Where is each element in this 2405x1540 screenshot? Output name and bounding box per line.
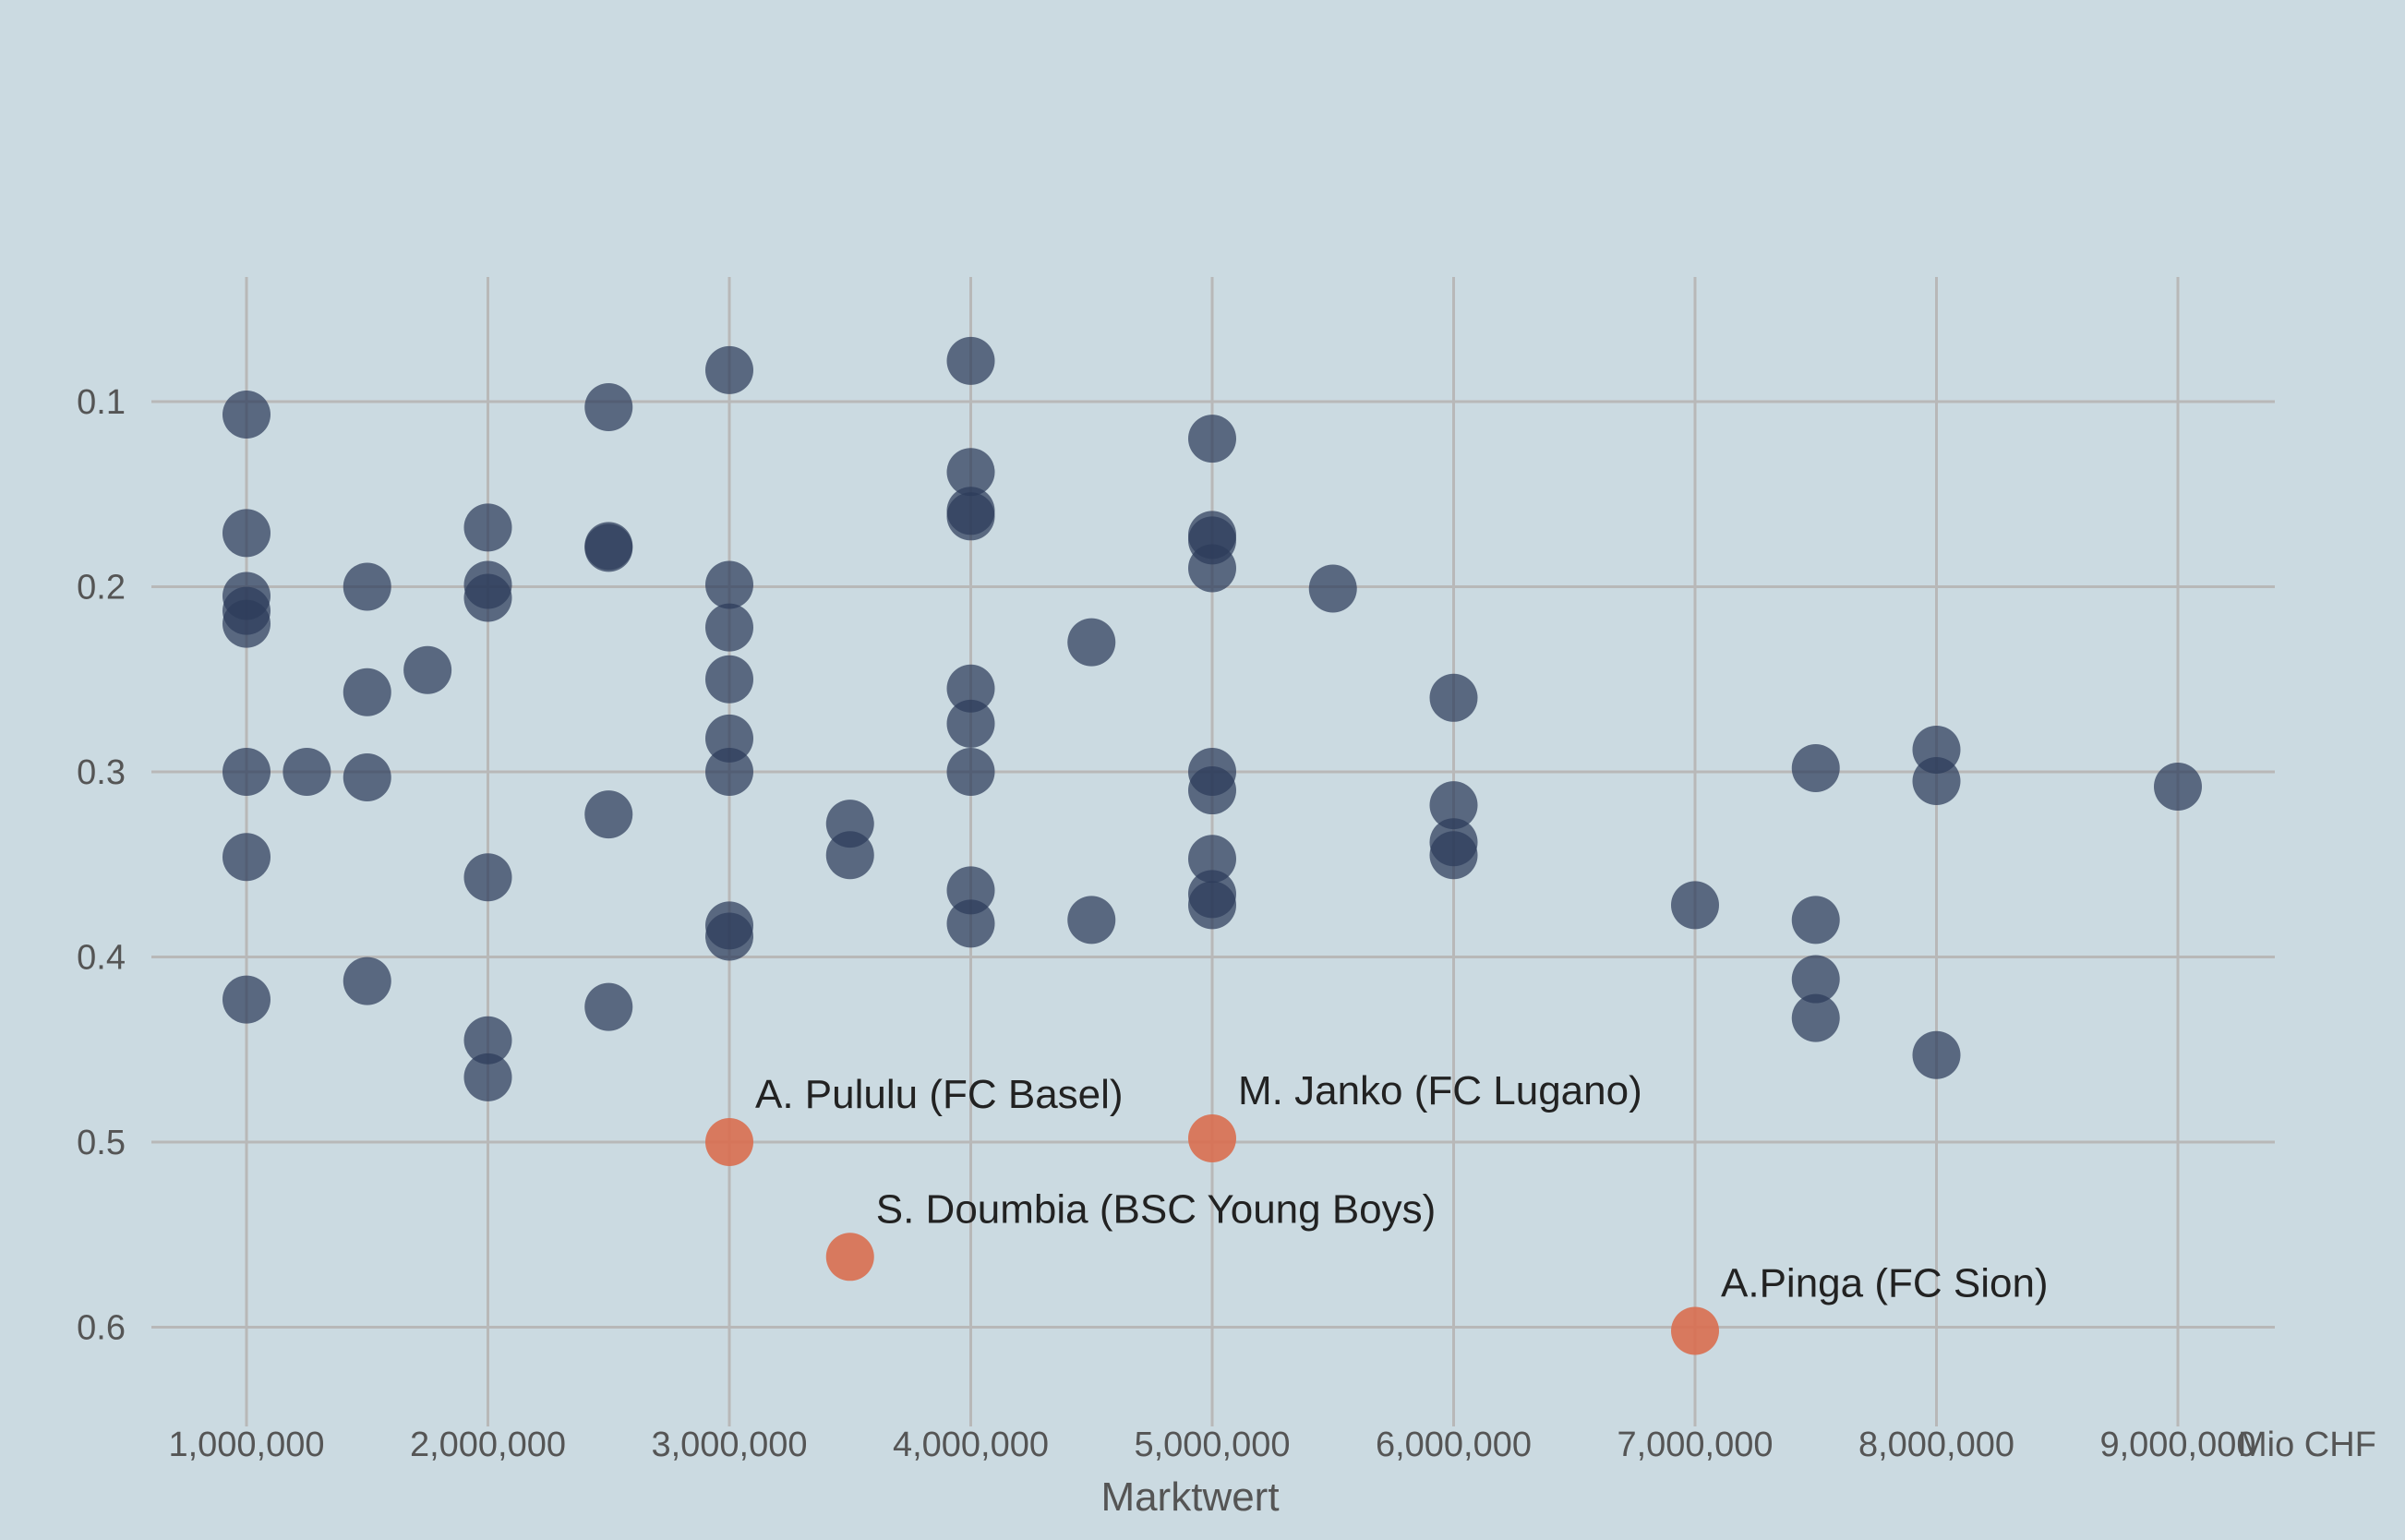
data-point [463, 1016, 512, 1065]
data-point [705, 748, 753, 796]
x-tick-label: 3,000,000 [651, 1426, 807, 1464]
data-point [1188, 835, 1236, 884]
point-annotation: A.Pinga (FC Sion) [1721, 1261, 2049, 1306]
y-tick-label: 0.4 [77, 939, 126, 978]
data-point [825, 831, 874, 880]
data-points [222, 336, 2202, 1355]
data-point [946, 699, 995, 748]
data-point [1912, 757, 1961, 806]
data-point [343, 753, 391, 802]
data-point [1188, 881, 1236, 930]
y-tick-label: 0.5 [77, 1124, 126, 1162]
point-annotation: A. Pululu (FC Basel) [755, 1072, 1124, 1117]
data-point [222, 599, 271, 648]
x-axis-unit: Mio CHF [2238, 1426, 2376, 1464]
data-point [946, 899, 995, 948]
data-point [1188, 415, 1236, 463]
data-point [463, 503, 512, 552]
y-tick-label: 0.2 [77, 569, 126, 608]
data-point [343, 668, 391, 716]
data-point [1308, 564, 1357, 613]
data-point [1429, 673, 1478, 722]
axis-ticks: 1,000,000 2,000,000 3,000,000 4,000,000 5,00… [77, 383, 2255, 1464]
data-point [1067, 896, 1116, 944]
data-point [946, 664, 995, 713]
y-tick-label: 0.1 [77, 383, 126, 422]
data-point [705, 560, 753, 609]
x-tick-label: 8,000,000 [1858, 1426, 2014, 1464]
data-point [705, 655, 753, 704]
x-tick-label: 5,000,000 [1134, 1426, 1290, 1464]
data-point [463, 573, 512, 622]
data-point [946, 866, 995, 915]
x-tick-label: 7,000,000 [1617, 1426, 1773, 1464]
data-point [1791, 955, 1840, 1004]
data-point [463, 853, 512, 902]
data-point [222, 975, 271, 1024]
x-tick-label: 6,000,000 [1376, 1426, 1532, 1464]
data-point [705, 345, 753, 394]
data-point [222, 748, 271, 796]
data-point [584, 383, 633, 432]
data-point [343, 956, 391, 1005]
data-point [705, 714, 753, 763]
data-point [946, 748, 995, 796]
data-point [403, 645, 452, 694]
data-point [1791, 896, 1840, 944]
data-point [946, 336, 995, 385]
point-annotation: S. Doumbia (BSC Young Boys) [876, 1186, 1437, 1232]
data-point [1188, 766, 1236, 815]
data-point [584, 982, 633, 1031]
x-tick-label: 4,000,000 [893, 1426, 1049, 1464]
data-point [2154, 763, 2202, 812]
point-annotations: A. Pululu (FC Basel) M. Janko (FC Lugano)… [755, 1068, 2049, 1306]
data-point [1188, 544, 1236, 593]
point-annotation: M. Janko (FC Lugano) [1238, 1068, 1642, 1113]
data-point [343, 562, 391, 611]
data-point [584, 523, 633, 572]
data-point [705, 603, 753, 652]
data-point [463, 1053, 512, 1101]
highlighted-data-point [1671, 1306, 1719, 1355]
data-point [1912, 1030, 1961, 1079]
data-point [222, 391, 271, 439]
data-point [1791, 743, 1840, 792]
x-tick-label: 2,000,000 [410, 1426, 566, 1464]
data-point [946, 448, 995, 497]
data-point [1429, 831, 1478, 880]
data-point [1429, 781, 1478, 830]
data-point [1067, 618, 1116, 667]
y-tick-label: 0.6 [77, 1309, 126, 1348]
highlighted-data-point [825, 1233, 874, 1281]
y-tick-label: 0.3 [77, 753, 126, 792]
x-tick-label: 1,000,000 [168, 1426, 324, 1464]
x-axis-title: Marktwert [1100, 1474, 1279, 1520]
data-point [1671, 881, 1719, 930]
data-point [584, 790, 633, 839]
highlighted-data-point [705, 1118, 753, 1166]
data-point [222, 833, 271, 882]
data-point [283, 748, 331, 796]
data-point [705, 912, 753, 961]
data-point [946, 492, 995, 541]
data-point [1791, 993, 1840, 1042]
highlighted-data-point [1188, 1113, 1236, 1162]
x-tick-label: 9,000,000 [2099, 1426, 2255, 1464]
data-point [222, 509, 271, 558]
